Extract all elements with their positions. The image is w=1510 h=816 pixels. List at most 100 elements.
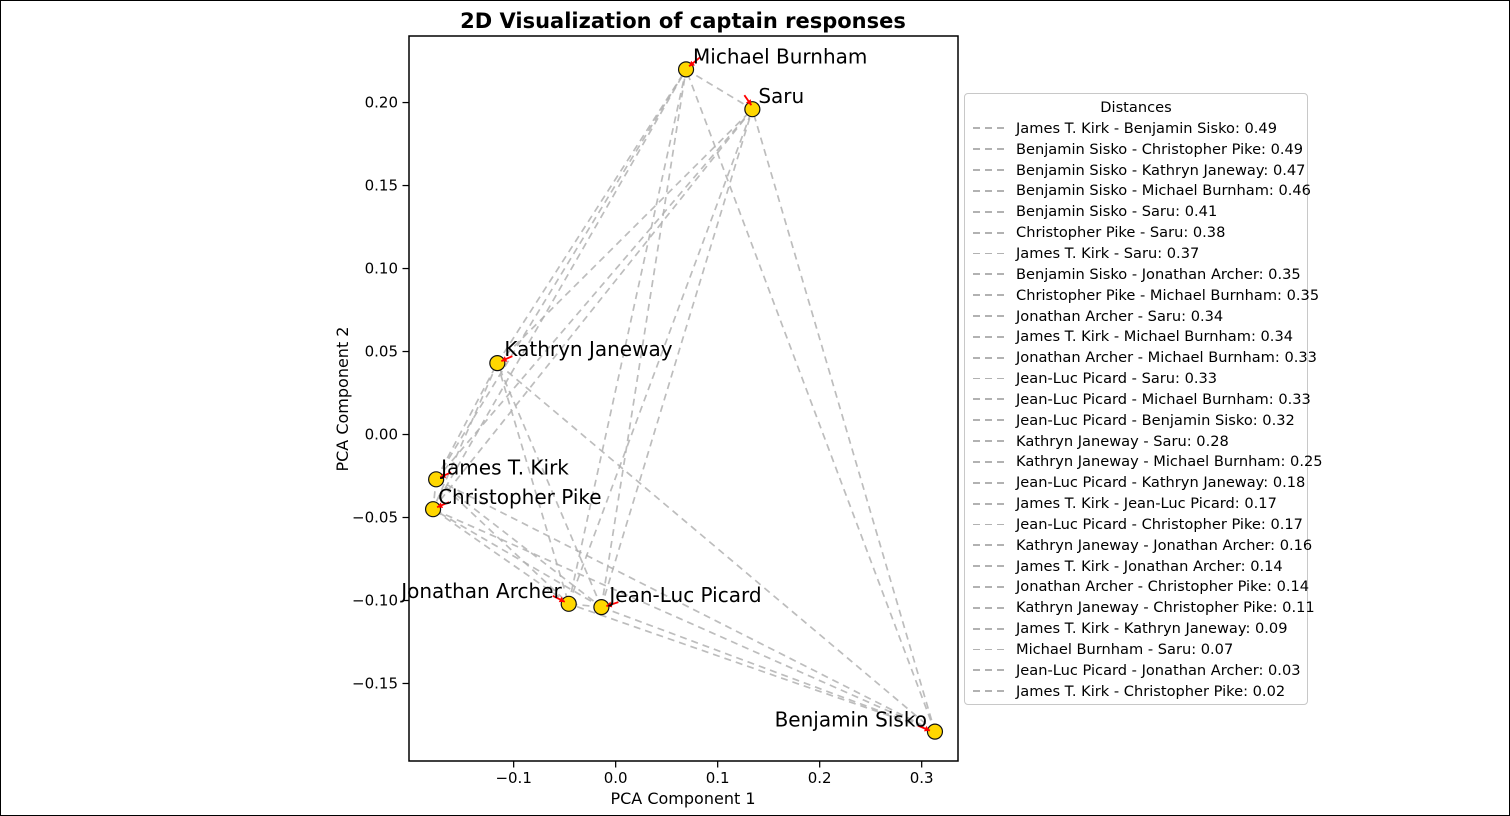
- y-tick-label: 0.00: [365, 426, 398, 444]
- y-tick-label: −0.10: [352, 591, 398, 609]
- legend-entry-label: Jonathan Archer - Christopher Pike: 0.14: [1016, 578, 1310, 596]
- y-tick-label: 0.10: [365, 260, 398, 278]
- distance-line: [496, 362, 936, 733]
- legend-entry-label: Jonathan Archer - Michael Burnham: 0.33: [1016, 349, 1317, 367]
- legend-entry-label: James T. Kirk - Michael Burnham: 0.34: [1016, 328, 1294, 346]
- annotation-arrow-head: [689, 60, 695, 67]
- legend-entry-label: James T. Kirk - Jonathan Archer: 0.14: [1016, 557, 1283, 575]
- x-axis-label: PCA Component 1: [610, 789, 755, 808]
- legend-entry: James T. Kirk - Michael Burnham: 0.34: [965, 326, 1307, 347]
- legend-dash-sample: [973, 398, 1004, 401]
- legend-dash-sample: [973, 231, 1004, 234]
- annotation-arrow-head: [606, 601, 613, 608]
- legend-entry: Kathryn Janeway - Saru: 0.28: [965, 431, 1307, 452]
- plot-frame: [408, 35, 959, 762]
- legend-dash-sample: [973, 252, 1004, 255]
- legend-entry-label: Jonathan Archer - Saru: 0.34: [1016, 307, 1224, 325]
- legend-entry: Kathryn Janeway - Michael Burnham: 0.25: [965, 452, 1323, 473]
- legend-dash-sample: [973, 315, 1004, 317]
- legend-entry: Benjamin Sisko - Christopher Pike: 0.49: [965, 139, 1307, 160]
- point-label: Benjamin Sisko: [775, 708, 927, 732]
- legend-dash-sample: [973, 648, 1004, 651]
- legend-entry-label: Michael Burnham - Saru: 0.07: [1016, 641, 1234, 659]
- legend-entry: Benjamin Sisko - Saru: 0.41: [965, 201, 1307, 222]
- distance-line: [435, 362, 499, 480]
- data-point: [489, 355, 506, 372]
- legend-entry: James T. Kirk - Kathryn Janeway: 0.09: [965, 618, 1307, 639]
- legend-entry: Kathryn Janeway - Christopher Pike: 0.11: [965, 597, 1315, 618]
- annotation-arrow-head: [437, 502, 444, 508]
- legend-dash-sample: [973, 356, 1004, 359]
- legend-dash-sample: [973, 273, 1004, 276]
- legend-entry: Jonathan Archer - Saru: 0.34: [965, 306, 1307, 327]
- legend-entry-label: Jean-Luc Picard - Saru: 0.33: [1016, 370, 1218, 388]
- legend-entry: James T. Kirk - Christopher Pike: 0.02: [965, 681, 1307, 702]
- legend-entry: Michael Burnham - Saru: 0.07: [965, 639, 1307, 660]
- y-tick-label: 0.05: [365, 343, 398, 361]
- legend-entry: James T. Kirk - Benjamin Sisko: 0.49: [965, 118, 1307, 139]
- legend-entry-label: Benjamin Sisko - Christopher Pike: 0.49: [1016, 140, 1304, 158]
- legend-entry-label: Kathryn Janeway - Saru: 0.28: [1016, 432, 1229, 450]
- legend-entry: Jean-Luc Picard - Saru: 0.33: [965, 368, 1307, 389]
- legend-entry-label: Benjamin Sisko - Michael Burnham: 0.46: [1016, 182, 1311, 200]
- distance-line: [432, 68, 687, 510]
- distance-line: [567, 108, 754, 605]
- point-label: Kathryn Janeway: [504, 337, 672, 361]
- data-point: [560, 595, 577, 612]
- legend-entry-label: Kathryn Janeway - Jonathan Archer: 0.16: [1016, 536, 1313, 554]
- distance-line: [435, 68, 687, 480]
- legend-entry-label: Christopher Pike - Saru: 0.38: [1016, 224, 1226, 242]
- legend-entry: Jonathan Archer - Christopher Pike: 0.14: [965, 577, 1310, 598]
- legend-entry-label: Jean-Luc Picard - Michael Burnham: 0.33: [1016, 390, 1311, 408]
- distance-line: [432, 362, 499, 510]
- point-label: Jean-Luc Picard: [607, 583, 761, 607]
- legend-dash-sample: [973, 502, 1004, 505]
- annotation-arrow-head: [440, 472, 447, 478]
- legend-dash-sample: [973, 294, 1004, 297]
- annotation-arrow-head: [558, 596, 565, 603]
- legend-entry: Jean-Luc Picard - Benjamin Sisko: 0.32: [965, 410, 1307, 431]
- legend-entry: Jonathan Archer - Michael Burnham: 0.33: [965, 347, 1317, 368]
- data-point: [926, 723, 944, 740]
- legend-entry: James T. Kirk - Jonathan Archer: 0.14: [965, 556, 1307, 577]
- x-tick-label: 0.1: [706, 769, 730, 787]
- x-tick-label: 0.2: [808, 769, 832, 787]
- legend-dash-sample: [973, 544, 1004, 547]
- legend-entry: James T. Kirk - Saru: 0.37: [965, 243, 1307, 264]
- annotation-arrow-head: [745, 99, 752, 106]
- distance-line: [600, 69, 687, 608]
- distance-line: [432, 508, 570, 605]
- legend-entry-label: Kathryn Janeway - Christopher Pike: 0.11: [1016, 599, 1315, 617]
- legend-entry-label: Jean-Luc Picard - Christopher Pike: 0.17: [1016, 515, 1303, 533]
- legend-entry: Jean-Luc Picard - Jonathan Archer: 0.03: [965, 660, 1307, 681]
- legend-entry-label: James T. Kirk - Kathryn Janeway: 0.09: [1016, 620, 1288, 638]
- distance-line: [435, 108, 754, 480]
- legend-entry-label: Benjamin Sisko - Saru: 0.41: [1016, 203, 1218, 221]
- distance-line: [432, 508, 602, 608]
- legend-entry: Christopher Pike - Michael Burnham: 0.35: [965, 285, 1319, 306]
- legend-dash-sample: [973, 606, 1004, 609]
- chart-title: 2D Visualization of captain responses: [460, 9, 906, 33]
- legend-dash-sample: [973, 565, 1004, 568]
- legend-entry: Benjamin Sisko - Jonathan Archer: 0.35: [965, 264, 1307, 285]
- legend-dash-sample: [973, 419, 1004, 422]
- distance-line: [435, 478, 570, 605]
- data-point: [424, 501, 442, 518]
- legend-entry-label: Jean-Luc Picard - Kathryn Janeway: 0.18: [1016, 474, 1306, 492]
- distance-line: [435, 478, 602, 608]
- y-axis-label: PCA Component 2: [333, 326, 352, 471]
- distance-line: [432, 108, 754, 510]
- distance-line: [496, 362, 570, 605]
- legend-entry-label: Jean-Luc Picard - Benjamin Sisko: 0.32: [1016, 411, 1295, 429]
- legend-entry: Benjamin Sisko - Michael Burnham: 0.46: [965, 181, 1311, 202]
- y-tick-label: 0.15: [365, 177, 398, 195]
- legend-dash-sample: [973, 627, 1004, 630]
- point-label: Christopher Pike: [438, 485, 602, 509]
- annotation-arrow-head: [923, 725, 930, 732]
- distance-line: [568, 603, 936, 733]
- legend-entry-label: Benjamin Sisko - Kathryn Janeway: 0.47: [1016, 161, 1306, 179]
- legend-dash-sample: [973, 210, 1004, 213]
- legend-entry: Jean-Luc Picard - Michael Burnham: 0.33: [965, 389, 1311, 410]
- data-point: [428, 471, 445, 488]
